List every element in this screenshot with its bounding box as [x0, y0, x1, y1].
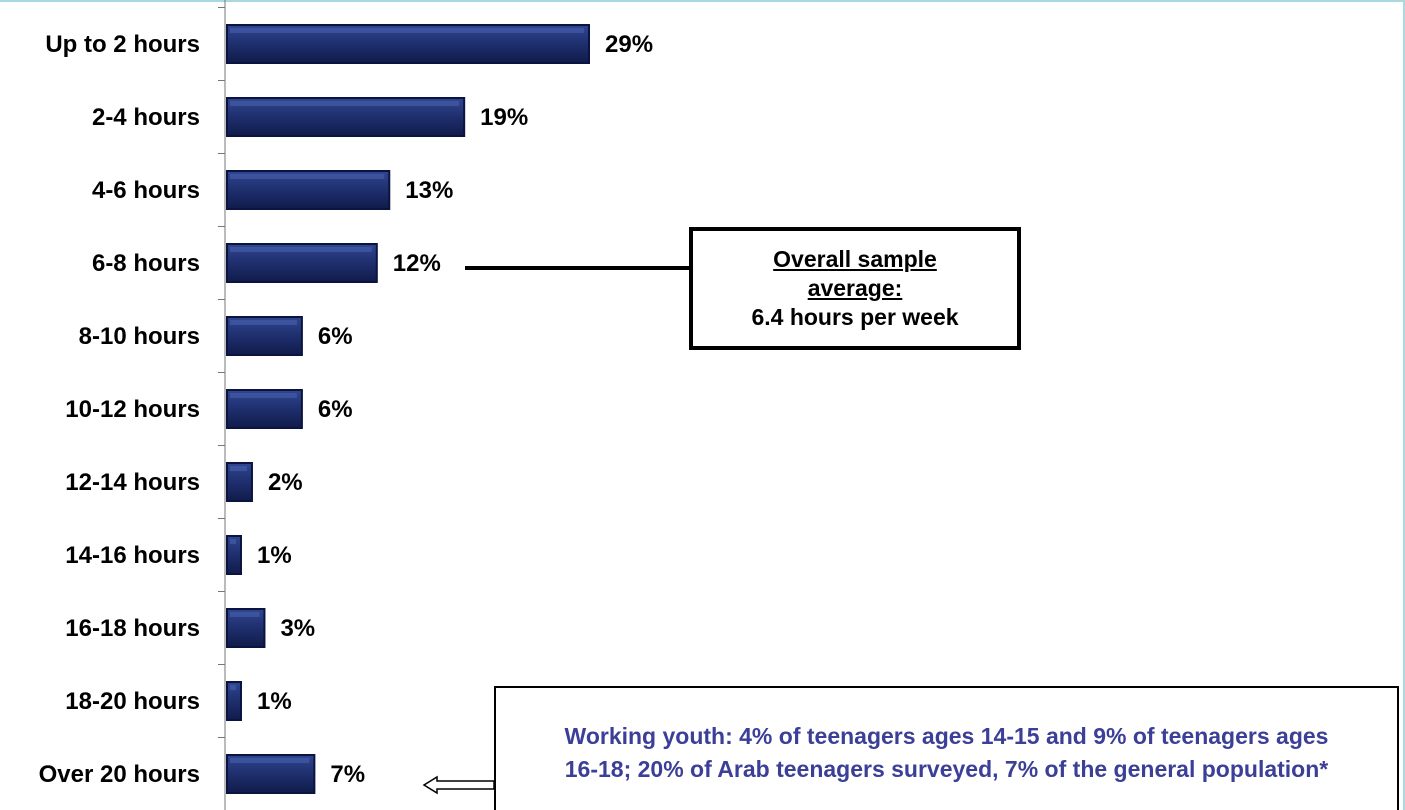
youth-arrow-icon — [422, 775, 495, 795]
category-label: 14-16 hours — [65, 542, 200, 569]
category-label: 8-10 hours — [79, 323, 200, 350]
category-label: 18-20 hours — [65, 688, 200, 715]
value-label: 6% — [318, 323, 353, 350]
top-border-rule — [0, 0, 1405, 2]
average-annotation-box: Overall sample average: 6.4 hours per we… — [689, 227, 1021, 350]
average-annotation-line-1: Overall sample — [773, 246, 937, 272]
category-label: 4-6 hours — [92, 177, 200, 204]
category-label: Over 20 hours — [39, 761, 200, 788]
value-label: 12% — [393, 250, 441, 277]
category-label: 16-18 hours — [65, 615, 200, 642]
category-label: 2-4 hours — [92, 104, 200, 131]
bar-highlight — [230, 247, 372, 252]
bar-highlight — [230, 466, 247, 471]
value-label: 7% — [330, 761, 365, 788]
bar — [226, 535, 242, 575]
right-border-rule — [1403, 0, 1405, 810]
average-annotation-line-2: average: — [807, 275, 903, 301]
value-label: 13% — [405, 177, 453, 204]
category-label: 6-8 hours — [92, 250, 200, 277]
value-label: 29% — [605, 31, 653, 58]
average-connector-line — [465, 266, 689, 270]
category-label: 12-14 hours — [65, 469, 200, 496]
bar-highlight — [230, 320, 297, 325]
value-label: 1% — [257, 542, 292, 569]
bar-highlight — [230, 758, 310, 763]
working-youth-annotation-text: Working youth: 4% of teenagers ages 14-1… — [564, 723, 1329, 782]
bar-highlight — [230, 28, 584, 33]
bar-highlight — [230, 685, 236, 690]
value-label: 19% — [480, 104, 528, 131]
bar-highlight — [230, 174, 385, 179]
bar-highlight — [230, 539, 236, 544]
value-label: 2% — [268, 469, 303, 496]
average-annotation-line-3: 6.4 hours per week — [751, 304, 959, 330]
value-label: 1% — [257, 688, 292, 715]
category-label: Up to 2 hours — [45, 31, 200, 58]
value-label: 3% — [280, 615, 315, 642]
bar-highlight — [230, 101, 460, 106]
bar — [226, 681, 242, 721]
bar-highlight — [230, 612, 260, 617]
category-label: 10-12 hours — [65, 396, 200, 423]
value-label: 6% — [318, 396, 353, 423]
bar-highlight — [230, 393, 297, 398]
working-youth-annotation-box: Working youth: 4% of teenagers ages 14-1… — [494, 686, 1399, 810]
